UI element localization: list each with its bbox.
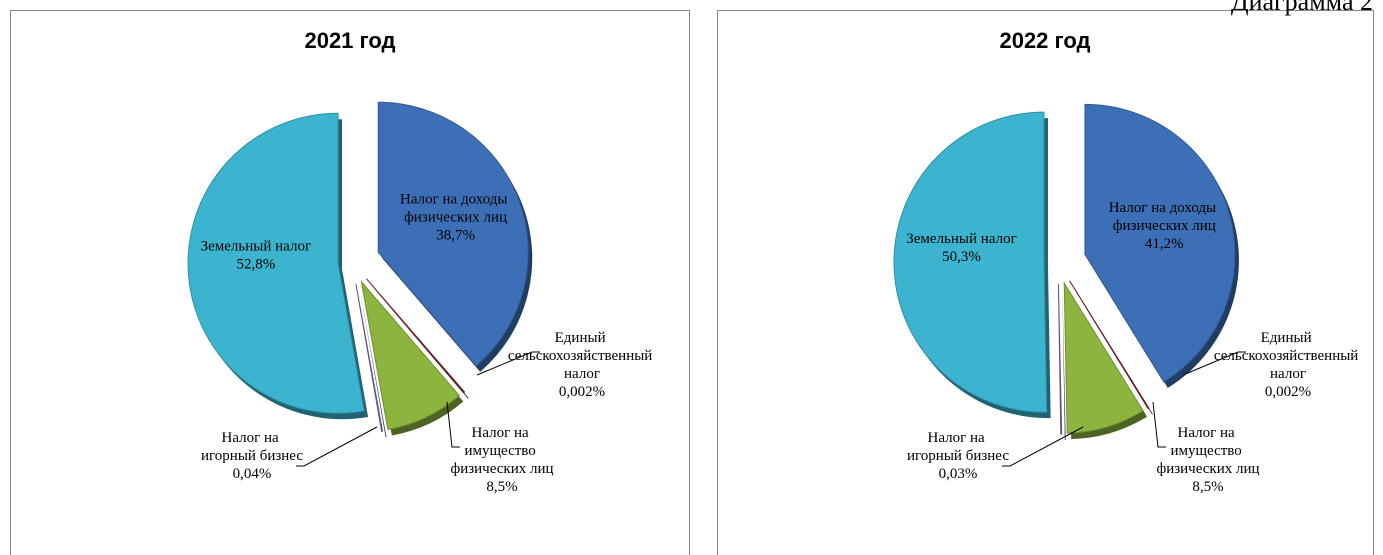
slice-label: Единый сельскохозяйственный налог (508, 330, 656, 382)
leader-line (296, 426, 378, 467)
pie-slice (187, 112, 365, 414)
leader-line (1002, 426, 1084, 467)
leader-line (1182, 351, 1246, 376)
leader-line (446, 401, 460, 448)
leader-line (476, 351, 540, 376)
slice-shadow (359, 289, 387, 438)
value-label: 41,2% (1145, 236, 1184, 252)
value-label: 8,5% (1192, 479, 1223, 495)
slice-label: Налог на имущество физических лиц (1156, 425, 1259, 477)
chart-title: 2021 год (304, 28, 395, 53)
value-label: 38,7% (436, 228, 475, 244)
value-label: 0,04% (233, 466, 272, 482)
pie-slice (355, 283, 384, 433)
value-label: 0,002% (559, 384, 605, 400)
value-label: 0,03% (939, 466, 978, 482)
chart-title: 2022 год (999, 28, 1090, 53)
pie-slice (893, 111, 1048, 413)
pie-slice (377, 101, 529, 367)
slice-label: Земельный налог (201, 238, 312, 254)
slice-shadow (1062, 289, 1066, 440)
value-label: 52,8% (236, 256, 275, 272)
pie-slice (1057, 283, 1063, 435)
slice-label: Земельный налог (906, 231, 1017, 247)
slice-label: Налог на игорный бизнес (907, 430, 1009, 464)
slice-label: Налог на имущество физических лиц (450, 425, 553, 477)
slice-label: Налог на игорный бизнес (201, 430, 303, 464)
pie-slice (360, 280, 461, 431)
pie-slice (365, 278, 466, 394)
leader-line (1152, 401, 1166, 448)
pie-slice (1063, 281, 1144, 434)
value-label: 0,002% (1265, 384, 1311, 400)
chart-frame (10, 10, 690, 555)
value-label: 8,5% (486, 479, 517, 495)
slice-label: Налог на доходы физических лиц (400, 192, 511, 226)
slice-label: Налог на доходы физических лиц (1109, 200, 1220, 234)
slice-label: Единый сельскохозяйственный налог (1214, 330, 1362, 382)
pie-slice (1084, 103, 1236, 383)
caption: Диаграмма 2 (1231, 0, 1373, 16)
pie-slice (1069, 280, 1150, 410)
value-label: 50,3% (942, 249, 981, 265)
